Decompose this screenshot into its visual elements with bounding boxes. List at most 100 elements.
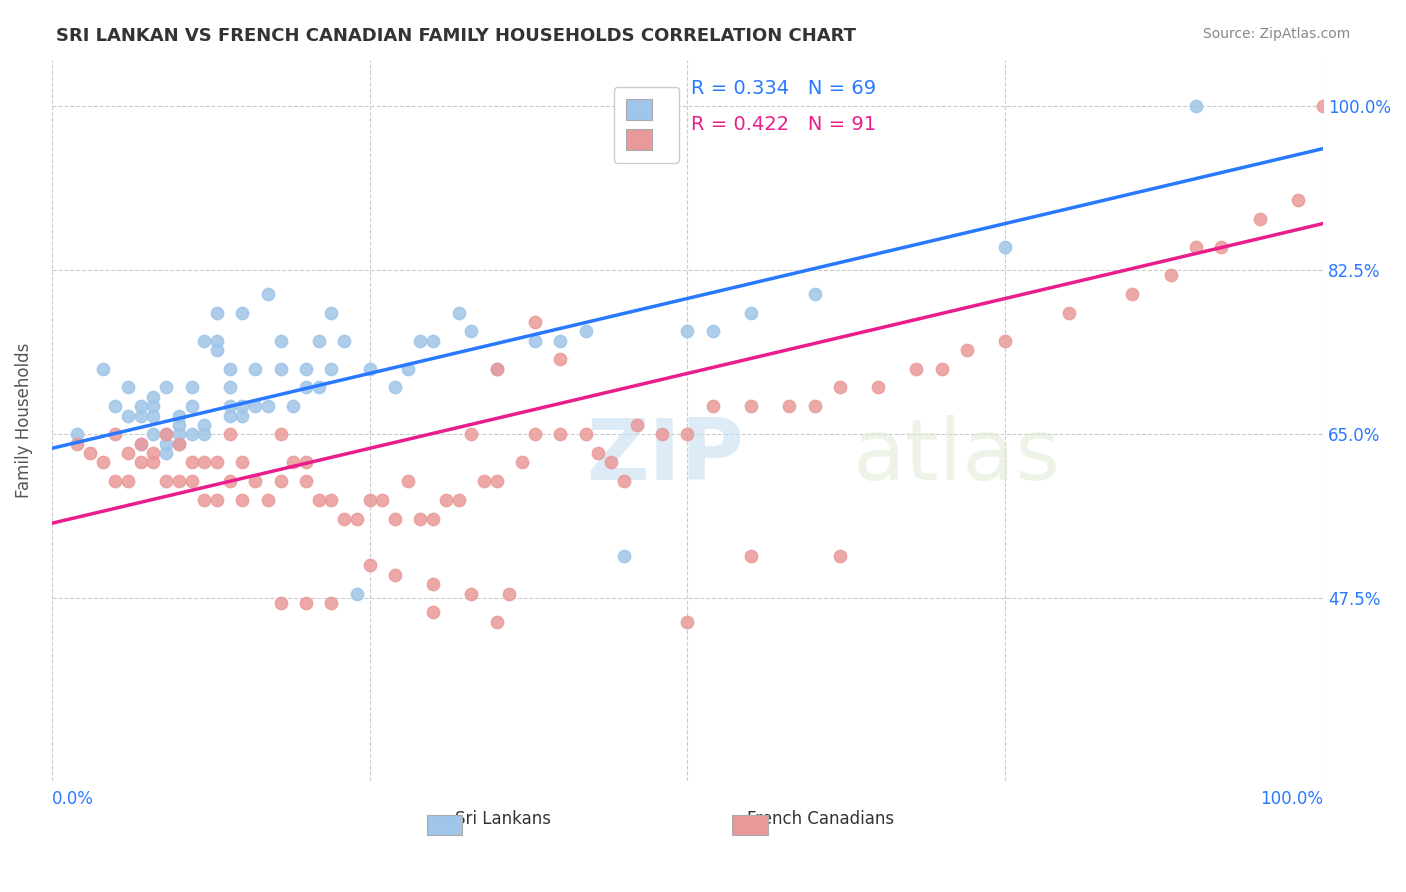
Point bbox=[613, 549, 636, 563]
Point bbox=[283, 399, 305, 413]
Point bbox=[167, 436, 190, 450]
Point bbox=[600, 455, 623, 469]
Point bbox=[346, 586, 368, 600]
FancyBboxPatch shape bbox=[733, 814, 768, 835]
Point bbox=[498, 586, 520, 600]
Point bbox=[778, 399, 800, 413]
Text: French Canadians: French Canadians bbox=[748, 810, 894, 828]
Point bbox=[510, 455, 533, 469]
Point bbox=[472, 474, 495, 488]
Point bbox=[956, 343, 979, 357]
Point bbox=[295, 474, 318, 488]
Point bbox=[104, 427, 127, 442]
Point bbox=[155, 427, 177, 442]
Point bbox=[575, 324, 598, 338]
Point bbox=[740, 549, 762, 563]
Point bbox=[180, 427, 202, 442]
Point bbox=[79, 446, 101, 460]
Point bbox=[142, 427, 165, 442]
Point bbox=[117, 474, 139, 488]
Point bbox=[371, 492, 394, 507]
Point bbox=[180, 399, 202, 413]
Point bbox=[308, 334, 330, 348]
Point bbox=[868, 380, 890, 394]
Point bbox=[257, 492, 280, 507]
Point bbox=[485, 615, 508, 629]
Point bbox=[91, 455, 114, 469]
Point bbox=[257, 399, 280, 413]
Point bbox=[270, 361, 292, 376]
Point bbox=[205, 334, 228, 348]
Point bbox=[193, 334, 215, 348]
Point bbox=[218, 409, 240, 423]
Point bbox=[270, 427, 292, 442]
Point bbox=[155, 380, 177, 394]
Text: ZIP: ZIP bbox=[586, 415, 744, 498]
Point bbox=[434, 492, 457, 507]
Point bbox=[550, 427, 572, 442]
Point bbox=[308, 492, 330, 507]
Point bbox=[142, 399, 165, 413]
Point bbox=[270, 596, 292, 610]
Point bbox=[523, 427, 546, 442]
Point bbox=[205, 455, 228, 469]
Point bbox=[550, 334, 572, 348]
Point bbox=[180, 455, 202, 469]
Point bbox=[1312, 99, 1334, 113]
Point bbox=[193, 492, 215, 507]
Point bbox=[231, 492, 253, 507]
Point bbox=[676, 427, 699, 442]
Point bbox=[91, 361, 114, 376]
Point bbox=[104, 399, 127, 413]
Text: 100.0%: 100.0% bbox=[1260, 790, 1323, 808]
Point bbox=[422, 605, 444, 619]
Point bbox=[180, 474, 202, 488]
Point bbox=[66, 436, 89, 450]
Y-axis label: Family Households: Family Households bbox=[15, 343, 32, 498]
Point bbox=[321, 596, 343, 610]
Point bbox=[142, 409, 165, 423]
Point bbox=[1185, 99, 1208, 113]
Point bbox=[485, 361, 508, 376]
Point bbox=[550, 352, 572, 367]
Point bbox=[218, 380, 240, 394]
Point bbox=[422, 334, 444, 348]
Point bbox=[613, 474, 636, 488]
Point bbox=[1121, 286, 1143, 301]
Text: R = 0.422   N = 91: R = 0.422 N = 91 bbox=[692, 114, 876, 134]
Point bbox=[409, 334, 432, 348]
Point bbox=[231, 409, 253, 423]
Point bbox=[205, 343, 228, 357]
Point bbox=[231, 305, 253, 319]
Point bbox=[740, 305, 762, 319]
Point bbox=[485, 361, 508, 376]
Point bbox=[142, 390, 165, 404]
Point bbox=[321, 305, 343, 319]
Point bbox=[359, 558, 381, 573]
Point bbox=[1249, 211, 1271, 226]
Point bbox=[129, 409, 152, 423]
Point bbox=[270, 474, 292, 488]
Point bbox=[243, 399, 266, 413]
Text: 0.0%: 0.0% bbox=[52, 790, 94, 808]
Point bbox=[321, 361, 343, 376]
Point bbox=[485, 474, 508, 488]
Point bbox=[409, 511, 432, 525]
Point bbox=[129, 436, 152, 450]
Point bbox=[295, 455, 318, 469]
Point bbox=[588, 446, 610, 460]
Point bbox=[460, 586, 482, 600]
Point bbox=[321, 492, 343, 507]
Point bbox=[396, 361, 419, 376]
Point bbox=[359, 361, 381, 376]
Point bbox=[740, 399, 762, 413]
Point bbox=[66, 427, 89, 442]
Text: R = 0.334   N = 69: R = 0.334 N = 69 bbox=[692, 78, 876, 97]
Point bbox=[104, 474, 127, 488]
Text: Sri Lankans: Sri Lankans bbox=[456, 810, 551, 828]
Point bbox=[803, 399, 825, 413]
Text: Source: ZipAtlas.com: Source: ZipAtlas.com bbox=[1202, 27, 1350, 41]
Point bbox=[295, 361, 318, 376]
Point bbox=[803, 286, 825, 301]
Point bbox=[994, 334, 1017, 348]
